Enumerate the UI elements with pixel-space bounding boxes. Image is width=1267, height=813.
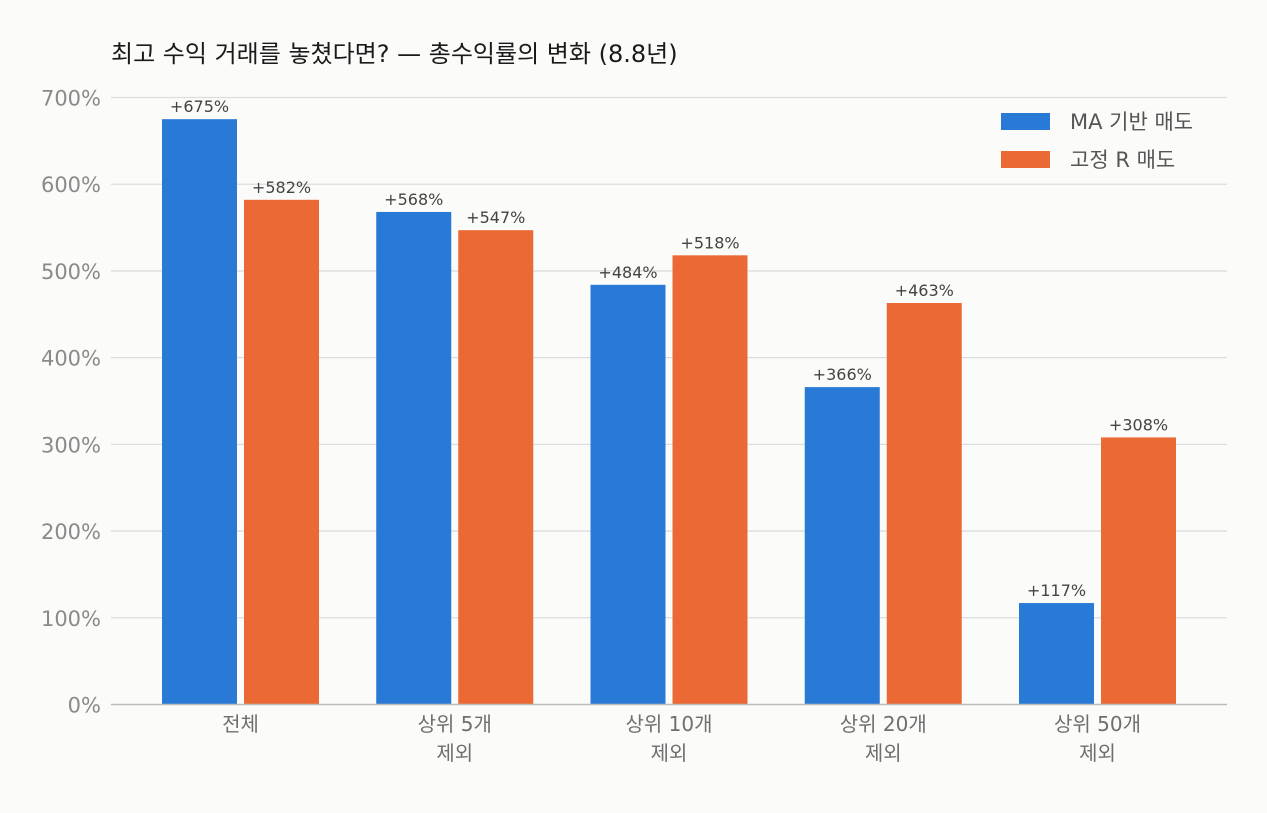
bar [376, 211, 452, 705]
bar [162, 119, 237, 705]
data-label: +582% [252, 178, 311, 197]
x-tick-label: 전체 [222, 712, 259, 736]
legend-label: 고정 R 매도 [1070, 148, 1175, 172]
legend-label: MA 기반 매도 [1070, 110, 1193, 134]
y-tick-label: 500% [41, 260, 101, 284]
x-tick-label: 상위 50개 제외 [1054, 712, 1141, 765]
y-tick-label: 0% [68, 694, 101, 718]
y-tick-label: 700% [41, 87, 101, 111]
data-label: +117% [1027, 581, 1086, 600]
bar [244, 199, 319, 705]
data-label: +308% [1109, 415, 1168, 434]
data-label: +366% [813, 365, 872, 384]
y-tick-label: 600% [41, 173, 101, 197]
data-label: +568% [384, 190, 443, 209]
bar [458, 230, 534, 705]
bar [1019, 603, 1094, 705]
bar [1101, 437, 1176, 705]
data-label: +547% [466, 208, 525, 227]
x-tick-label: 상위 20개 제외 [840, 712, 927, 765]
bar [590, 284, 666, 705]
bars [162, 119, 1176, 705]
data-label: +463% [895, 281, 954, 300]
legend-swatch [1001, 151, 1050, 168]
bar [886, 303, 962, 705]
bar [804, 387, 880, 705]
x-axis-ticks: 전체 상위 5개 제외 상위 10개 제외 상위 20개 제외 상위 50개 제외 [222, 712, 1141, 765]
data-labels: +675% +568% +484% +366% +117% +582% +547% +518%… [170, 97, 1168, 600]
data-label: +675% [170, 97, 229, 116]
y-tick-label: 100% [41, 607, 101, 631]
y-tick-label: 200% [41, 520, 101, 544]
y-tick-label: 300% [41, 433, 101, 457]
data-label: +518% [680, 233, 739, 252]
y-tick-label: 400% [41, 347, 101, 371]
x-tick-label: 상위 5개 제외 [418, 712, 492, 765]
chart-title: 최고 수익 거래를 놓쳤다면? — 총수익률의 변화 (8.8년) [111, 40, 678, 68]
bar [672, 255, 748, 705]
data-label: +484% [598, 263, 657, 282]
y-axis-ticks: 0% 100% 200% 300% 400% 500% 600% 700% [41, 87, 101, 718]
x-tick-label: 상위 10개 제외 [625, 712, 712, 765]
legend-swatch [1001, 113, 1050, 130]
